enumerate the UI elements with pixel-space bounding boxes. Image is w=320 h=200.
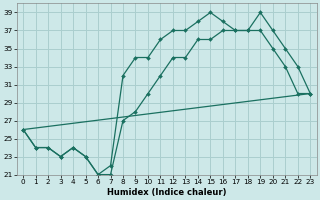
X-axis label: Humidex (Indice chaleur): Humidex (Indice chaleur): [107, 188, 227, 197]
